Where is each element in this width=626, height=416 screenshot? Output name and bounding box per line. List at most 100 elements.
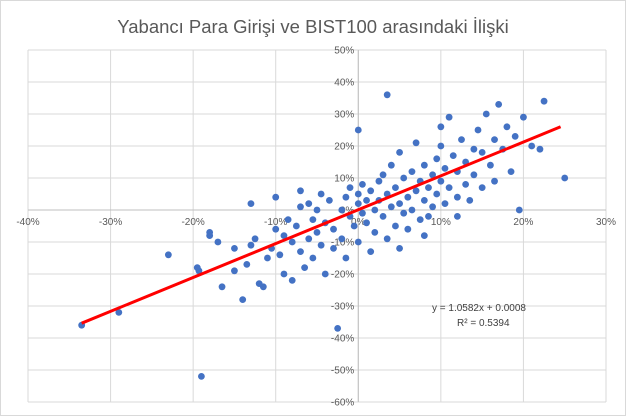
y-tick-label: -20% — [331, 270, 354, 281]
y-tick-label: 40% — [334, 78, 354, 89]
x-tick-label: 30% — [596, 217, 616, 228]
data-point — [259, 283, 267, 291]
data-point — [297, 203, 304, 211]
data-point — [491, 177, 498, 185]
data-point — [437, 142, 445, 150]
data-point — [247, 200, 255, 208]
data-point — [198, 373, 205, 380]
data-point — [342, 254, 350, 262]
data-point — [466, 197, 474, 204]
data-point — [379, 213, 387, 220]
data-point — [317, 190, 325, 198]
data-point — [536, 145, 544, 153]
data-point — [292, 222, 300, 230]
x-tick-label: -30% — [99, 217, 122, 228]
data-point — [231, 245, 238, 252]
data-point — [367, 248, 375, 256]
data-point — [528, 142, 536, 150]
x-tick-label: 10% — [431, 217, 451, 228]
data-point — [453, 213, 461, 220]
data-point — [420, 232, 428, 240]
data-point — [313, 206, 321, 214]
data-point — [309, 216, 317, 224]
data-point — [239, 296, 247, 303]
data-point — [334, 325, 342, 332]
data-point — [433, 155, 441, 163]
data-point — [396, 200, 403, 208]
data-point — [363, 197, 370, 204]
data-point — [487, 161, 494, 169]
data-point — [354, 126, 362, 134]
data-point — [284, 216, 292, 224]
y-tick-label: 0% — [340, 206, 355, 217]
data-point — [482, 110, 490, 118]
data-point — [420, 197, 428, 204]
chart-title: Yabancı Para Girişi ve BIST100 arasındak… — [117, 16, 509, 37]
data-point — [511, 133, 519, 140]
data-points — [78, 91, 569, 380]
x-tick-label: -40% — [16, 217, 39, 228]
data-point — [317, 241, 325, 249]
data-point — [363, 219, 370, 227]
data-point — [425, 213, 432, 220]
data-point — [404, 225, 412, 233]
data-point — [392, 184, 399, 192]
data-point — [195, 267, 203, 275]
data-point — [433, 190, 441, 198]
data-point — [288, 277, 296, 284]
trendline-equation: y = 1.0582x + 0.0008 — [432, 303, 526, 314]
data-point — [115, 309, 123, 316]
data-point — [470, 171, 478, 179]
data-point — [416, 216, 424, 224]
x-tick-label: 20% — [513, 217, 533, 228]
data-point — [354, 190, 362, 198]
data-point — [276, 251, 284, 259]
data-point — [383, 235, 391, 243]
data-point — [470, 145, 478, 153]
data-point — [288, 238, 296, 246]
y-tick-label: 20% — [334, 142, 354, 153]
data-point — [280, 232, 288, 240]
data-point — [280, 270, 288, 278]
data-point — [330, 225, 337, 233]
data-point — [346, 184, 354, 192]
data-point — [305, 200, 313, 208]
y-tick-label: -60% — [331, 398, 354, 409]
data-point — [462, 181, 470, 188]
data-point — [387, 161, 395, 169]
data-point — [412, 187, 420, 195]
y-tick-label: 10% — [334, 174, 354, 185]
data-point — [437, 177, 445, 185]
data-point — [441, 200, 449, 208]
data-point — [420, 161, 428, 169]
data-point — [425, 184, 432, 192]
data-point — [272, 193, 280, 201]
data-point — [507, 168, 515, 176]
data-point — [441, 165, 449, 172]
data-point — [330, 245, 337, 252]
data-point — [396, 149, 403, 156]
data-point — [164, 251, 172, 259]
y-tick-label: 30% — [334, 110, 354, 121]
data-point — [478, 149, 486, 156]
data-point — [437, 123, 445, 131]
data-point — [313, 229, 321, 236]
data-point — [375, 177, 383, 185]
data-point — [305, 235, 313, 243]
data-point — [449, 152, 457, 160]
y-tick-label: -40% — [331, 334, 354, 345]
data-point — [354, 200, 362, 208]
x-tick-label: -10% — [264, 217, 287, 228]
x-tick-label: 0% — [351, 217, 366, 228]
data-point — [445, 184, 453, 192]
data-point — [404, 193, 412, 201]
y-tick-label: -50% — [331, 366, 354, 377]
data-point — [408, 168, 416, 176]
y-tick-label: -10% — [331, 238, 354, 249]
data-point — [387, 203, 395, 211]
data-point — [445, 113, 453, 121]
data-point — [371, 229, 379, 236]
data-point — [301, 264, 309, 271]
data-point — [392, 222, 399, 230]
